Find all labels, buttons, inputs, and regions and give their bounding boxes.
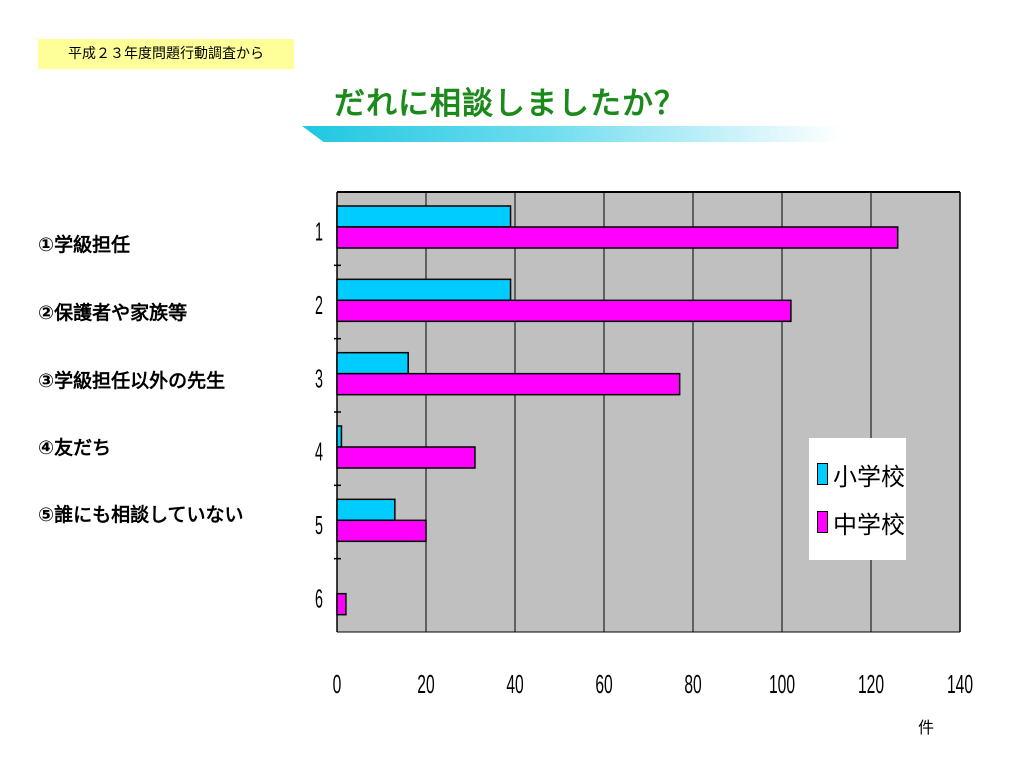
x-tick-label: 80 <box>684 670 701 699</box>
x-tick-label: 60 <box>595 670 612 699</box>
bar-junior-high-6 <box>336 592 347 616</box>
bar-elementary-2 <box>336 278 512 302</box>
category-description-5: ⑤誰にも相談していない <box>38 504 244 526</box>
title-underline-band <box>302 126 842 142</box>
bar-elementary-3 <box>336 351 409 375</box>
x-tick-label: 100 <box>769 670 795 699</box>
bar-elementary-4 <box>336 425 343 448</box>
bar-junior-high-3 <box>336 372 681 396</box>
x-axis-unit: 件 <box>918 718 935 737</box>
y-tick-label: 4 <box>315 438 323 467</box>
bar-elementary-1 <box>336 205 512 228</box>
y-tick-label: 2 <box>315 292 323 321</box>
y-tick-label: 1 <box>315 218 323 247</box>
legend-swatch-elementary <box>817 463 828 485</box>
bar-junior-high-1 <box>336 226 899 249</box>
category-description-4: ④友だち <box>38 437 112 459</box>
y-tick-label: 6 <box>315 585 323 614</box>
y-tick-label: 3 <box>315 365 323 394</box>
x-tick-label: 140 <box>947 670 973 699</box>
x-tick-label: 120 <box>858 670 884 699</box>
category-description-2: ②保護者や家族等 <box>38 302 188 324</box>
bar-junior-high-5 <box>336 519 427 543</box>
category-description-3: ③学級担任以外の先生 <box>38 370 226 392</box>
legend-item-junior-high: 中学校 <box>817 504 905 540</box>
legend-swatch-junior-high <box>817 511 828 533</box>
bar-elementary-5 <box>336 498 396 522</box>
chart-legend: 小学校 中学校 <box>809 438 906 560</box>
bar-junior-high-2 <box>336 299 792 323</box>
x-tick-label: 40 <box>506 670 523 699</box>
legend-label-junior-high: 中学校 <box>833 510 905 539</box>
plot-area <box>337 192 960 632</box>
category-description-1: ①学級担任 <box>38 234 131 256</box>
x-tick-label: 20 <box>417 670 434 699</box>
legend-label-elementary: 小学校 <box>833 462 905 491</box>
source-tag: 平成２３年度問題行動調査から <box>38 39 294 69</box>
bar-junior-high-4 <box>336 446 476 469</box>
page-title: だれに相談しましたか？ <box>334 86 686 122</box>
y-tick-label: 5 <box>315 512 323 541</box>
x-tick-label: 0 <box>333 670 342 699</box>
legend-item-elementary: 小学校 <box>817 456 905 492</box>
